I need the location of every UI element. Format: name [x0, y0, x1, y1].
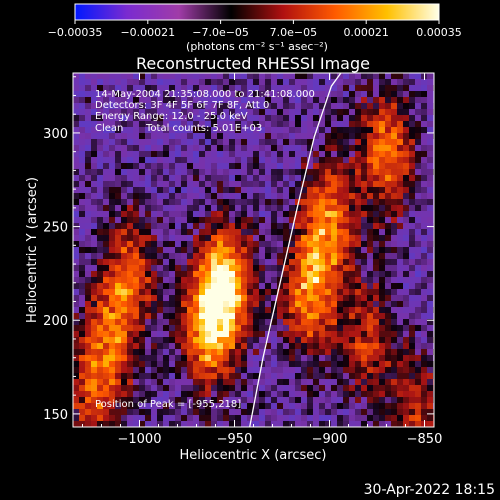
colorbar-tick-label: −0.00021	[120, 26, 175, 39]
colorbar-tick-label: −7.0e−05	[192, 26, 249, 39]
annotation-detectors: Detectors: 3F 4F 5F 6F 7F 8F, Att 0	[95, 100, 269, 111]
y-axis-label: Heliocentric Y (arcsec)	[25, 177, 40, 323]
annotation-algorithm: Clean	[95, 123, 123, 134]
annotation-time-range: 14-May-2004 21:35:08.000 to 21:41:08.000	[95, 89, 315, 100]
colorbar-tick-label: 0.00035	[416, 26, 462, 39]
chart-title: Reconstructed RHESSI Image	[136, 54, 370, 73]
colorbar-tick-label: −0.00035	[48, 26, 103, 39]
x-axis-ticks: −1000 −950 −900 −850	[82, 73, 443, 447]
x-tick-label: −900	[312, 432, 348, 447]
footer-timestamp: 30-Apr-2022 18:15	[364, 482, 495, 498]
y-tick-label: 300	[43, 127, 68, 142]
colorbar-tick-label: 0.00021	[343, 26, 389, 39]
colorbar-ticks: −0.00035 −0.00021 −7.0e−05 7.0e−05 0.00021 0.…	[48, 20, 462, 39]
annotation-peak-position: Position of Peak = [-955,218]	[95, 399, 241, 410]
x-tick-label: −950	[217, 432, 253, 447]
colorbar-unit-label: (photons cm⁻² s⁻¹ asec⁻²)	[186, 40, 328, 53]
heatmap	[73, 73, 434, 427]
annotation-total-counts: Total counts: 5.01E+03	[145, 123, 262, 134]
y-tick-label: 250	[43, 221, 68, 236]
annotation-energy-range: Energy Range: 12.0 - 25.0 keV	[95, 111, 248, 122]
solar-limb-curve	[249, 73, 342, 427]
colorbar-tick-label: 7.0e−05	[270, 26, 317, 39]
y-tick-label: 200	[43, 314, 68, 329]
x-tick-label: −1000	[118, 432, 162, 447]
y-tick-label: 150	[43, 408, 68, 423]
x-tick-label: −850	[407, 432, 443, 447]
x-axis-label: Heliocentric X (arcsec)	[180, 448, 327, 463]
colorbar	[74, 3, 440, 21]
y-axis-ticks: 150 200 250 300	[43, 76, 434, 423]
